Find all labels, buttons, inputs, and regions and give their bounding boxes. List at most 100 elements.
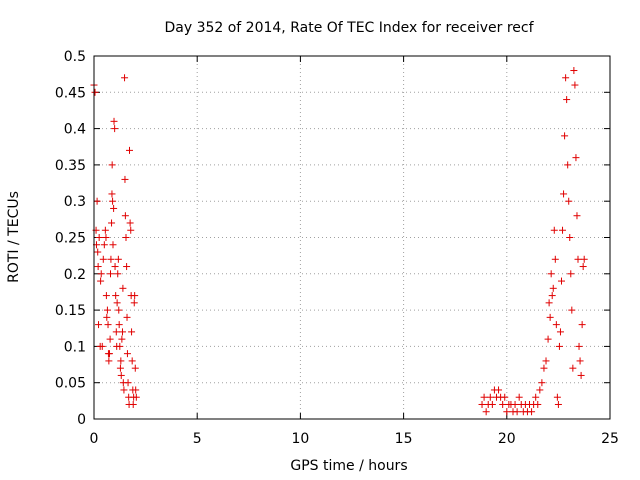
data-point	[114, 255, 122, 263]
chart-title: Day 352 of 2014, Rate Of TEC Index for r…	[164, 20, 534, 36]
data-point	[513, 408, 521, 416]
data-point	[545, 299, 553, 307]
data-point	[548, 292, 556, 300]
data-point	[111, 263, 119, 271]
data-point	[122, 234, 130, 241]
data-point	[115, 306, 123, 314]
data-point	[572, 154, 580, 162]
y-axis-label: ROTI / TECUs	[6, 191, 22, 283]
data-point	[565, 197, 573, 205]
data-point	[499, 400, 507, 408]
data-point	[560, 190, 568, 198]
data-point	[123, 350, 131, 358]
data-point	[554, 400, 562, 408]
data-point	[121, 175, 129, 183]
data-point	[564, 161, 572, 169]
data-point	[563, 96, 571, 104]
y-tick-label: 0.15	[55, 303, 86, 319]
x-axis-label: GPS time / hours	[290, 458, 407, 474]
data-point	[576, 357, 584, 365]
data-points	[90, 67, 588, 416]
data-point	[495, 386, 503, 394]
data-point	[102, 292, 110, 300]
data-point	[557, 277, 565, 285]
data-point	[126, 219, 134, 227]
data-point	[549, 284, 557, 292]
data-point	[97, 270, 105, 278]
data-point	[570, 67, 578, 75]
data-point	[128, 357, 136, 365]
data-point	[538, 379, 546, 387]
y-tick-label: 0.3	[64, 194, 86, 210]
data-point	[542, 357, 550, 365]
data-point	[478, 400, 486, 408]
data-point	[121, 212, 129, 220]
data-point	[100, 241, 108, 249]
data-point	[126, 146, 134, 154]
data-point	[577, 371, 585, 379]
data-point	[118, 328, 126, 336]
data-point	[106, 335, 114, 343]
x-tick-label: 10	[291, 431, 309, 447]
data-point	[112, 292, 120, 300]
data-point	[552, 321, 560, 329]
y-tick-label: 0.2	[64, 267, 86, 283]
data-point	[488, 400, 496, 408]
data-point	[109, 241, 117, 249]
data-point	[130, 299, 138, 307]
data-point	[561, 132, 569, 140]
data-point	[480, 393, 488, 401]
data-point	[110, 117, 118, 125]
data-point	[536, 386, 544, 394]
data-point	[573, 212, 581, 220]
y-tick-label: 0.25	[55, 231, 86, 247]
data-point	[551, 255, 559, 263]
data-point	[571, 81, 579, 89]
data-point	[95, 234, 103, 241]
data-point	[578, 321, 586, 329]
data-point	[116, 364, 124, 372]
data-point	[104, 321, 112, 329]
data-point	[108, 219, 116, 227]
data-point	[555, 342, 563, 350]
data-point	[566, 234, 574, 241]
y-tick-label: 0.1	[64, 339, 86, 355]
data-point	[559, 226, 567, 234]
data-point	[109, 197, 117, 205]
data-point	[120, 386, 128, 394]
data-point	[546, 313, 554, 321]
data-point	[101, 226, 109, 234]
data-point	[574, 255, 582, 263]
data-point	[128, 328, 136, 336]
data-point	[129, 400, 137, 408]
data-point	[113, 299, 121, 307]
data-point	[132, 393, 140, 401]
y-tick-label: 0.45	[55, 85, 86, 101]
data-point	[108, 190, 116, 198]
data-point	[116, 342, 124, 350]
data-point	[94, 248, 102, 256]
data-point	[501, 393, 509, 401]
data-point	[121, 74, 129, 82]
x-tick-label: 0	[90, 431, 99, 447]
data-point	[579, 263, 587, 271]
data-point	[580, 255, 588, 263]
data-point	[91, 88, 99, 96]
data-point	[515, 393, 523, 401]
data-point	[95, 321, 103, 329]
x-tick-label: 5	[193, 431, 202, 447]
data-point	[575, 342, 583, 350]
data-point	[98, 342, 106, 350]
data-point	[550, 226, 558, 234]
y-tick-label: 0.35	[55, 158, 86, 174]
data-point	[117, 371, 125, 379]
data-point	[503, 408, 511, 416]
axis-ticks: 0 0.05 0.1 0.15 0.2 0.25 0.3 0.35 0.4 0.45 0.5 0 5 10…	[55, 49, 619, 447]
data-point	[124, 379, 132, 387]
data-point	[119, 284, 127, 292]
data-point	[534, 400, 542, 408]
data-point	[105, 350, 113, 358]
grid-lines	[94, 56, 610, 419]
data-point	[110, 204, 118, 212]
